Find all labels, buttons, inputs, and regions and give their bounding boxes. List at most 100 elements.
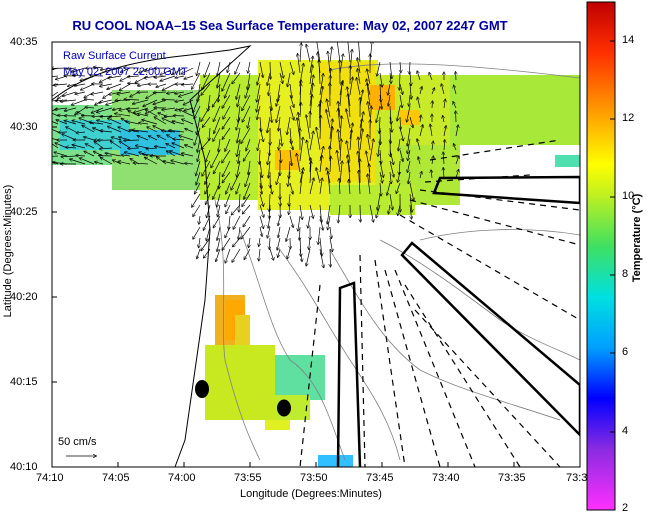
current-vector bbox=[259, 215, 263, 228]
current-vector bbox=[316, 128, 321, 151]
current-vector bbox=[455, 125, 458, 137]
current-vector bbox=[118, 161, 131, 165]
current-vector bbox=[100, 148, 113, 149]
current-vector bbox=[310, 161, 311, 184]
sst-field bbox=[52, 60, 580, 467]
current-vector bbox=[211, 149, 221, 168]
current-vector bbox=[54, 84, 68, 85]
current-vector bbox=[399, 127, 403, 141]
current-vector bbox=[290, 127, 291, 144]
current-vector bbox=[61, 156, 77, 157]
current-vector bbox=[367, 69, 371, 85]
current-vector bbox=[127, 108, 140, 109]
current-vector bbox=[249, 237, 250, 247]
current-vector bbox=[410, 72, 411, 85]
current-vector bbox=[74, 84, 86, 86]
current-vector bbox=[242, 94, 251, 110]
current-vector bbox=[330, 156, 331, 173]
current-vector bbox=[339, 179, 340, 195]
current-vector bbox=[157, 135, 167, 141]
current-vector bbox=[399, 83, 403, 94]
current-vector bbox=[222, 237, 231, 250]
current-vector bbox=[64, 121, 77, 125]
current-vector bbox=[181, 153, 194, 157]
current-vector bbox=[400, 116, 401, 129]
current-vector bbox=[120, 83, 131, 90]
current-vector bbox=[443, 126, 446, 137]
current-vector bbox=[85, 144, 95, 149]
current-vector bbox=[91, 91, 104, 94]
current-vector bbox=[329, 47, 332, 63]
current-vector bbox=[67, 68, 77, 69]
current-vector bbox=[279, 61, 283, 78]
current-vector bbox=[388, 83, 391, 95]
current-vector bbox=[280, 149, 281, 162]
current-vector bbox=[245, 171, 251, 186]
current-vector bbox=[76, 155, 86, 156]
current-vector bbox=[233, 215, 241, 229]
current-vector bbox=[338, 109, 341, 129]
current-vector bbox=[172, 143, 185, 149]
scale-label: 50 cm/s bbox=[58, 436, 97, 448]
current-vector bbox=[268, 160, 270, 178]
current-vector bbox=[349, 77, 353, 96]
current-vector bbox=[279, 127, 282, 146]
current-vector bbox=[269, 237, 270, 249]
current-vector bbox=[124, 140, 140, 141]
current-vector bbox=[232, 72, 241, 84]
current-vector bbox=[389, 149, 393, 164]
colorbar-tick-label: 6 bbox=[622, 346, 629, 358]
current-vector bbox=[417, 139, 421, 151]
current-vector bbox=[298, 215, 301, 231]
current-vector bbox=[128, 76, 140, 77]
current-vector bbox=[337, 151, 341, 173]
current-vector bbox=[259, 61, 263, 77]
y-tick-label: 40:10 bbox=[10, 461, 38, 473]
current-vector bbox=[267, 226, 271, 238]
current-vector bbox=[193, 94, 201, 112]
current-vector bbox=[398, 204, 401, 215]
current-vector bbox=[420, 172, 422, 179]
current-vector bbox=[380, 182, 381, 196]
current-vector bbox=[417, 97, 421, 109]
current-vector bbox=[319, 156, 322, 173]
current-vector bbox=[289, 215, 293, 227]
current-vector bbox=[241, 127, 251, 143]
current-vector bbox=[420, 115, 421, 123]
current-vector bbox=[108, 118, 122, 125]
current-vector bbox=[289, 83, 292, 98]
current-vector bbox=[286, 226, 291, 241]
current-vector bbox=[223, 105, 231, 119]
current-vector bbox=[175, 76, 185, 78]
current-vector bbox=[409, 116, 413, 127]
current-vector bbox=[390, 171, 391, 184]
current-vector bbox=[277, 83, 281, 102]
current-vector bbox=[327, 204, 331, 224]
current-vector bbox=[289, 160, 290, 178]
current-vector bbox=[205, 182, 211, 194]
current-vector bbox=[184, 107, 194, 111]
current-vector bbox=[70, 159, 86, 165]
current-vector bbox=[267, 72, 271, 85]
current-vector bbox=[72, 99, 86, 105]
current-vector bbox=[407, 127, 411, 146]
current-vector bbox=[115, 114, 131, 117]
current-vector bbox=[213, 215, 221, 228]
current-vector bbox=[75, 91, 86, 94]
current-vector bbox=[268, 215, 271, 228]
current-vector bbox=[73, 75, 86, 76]
current-vector bbox=[64, 107, 77, 111]
current-vector bbox=[289, 204, 290, 214]
current-vector bbox=[432, 141, 433, 151]
current-vector bbox=[368, 102, 371, 118]
current-vector bbox=[197, 83, 201, 102]
current-vector bbox=[236, 116, 241, 130]
current-vector bbox=[297, 54, 301, 74]
current-vector bbox=[377, 61, 381, 76]
current-vector bbox=[279, 72, 283, 83]
y-tick-label: 40:35 bbox=[10, 36, 38, 48]
current-vector bbox=[203, 215, 211, 230]
current-vector bbox=[119, 137, 131, 141]
current-vector bbox=[338, 130, 341, 151]
